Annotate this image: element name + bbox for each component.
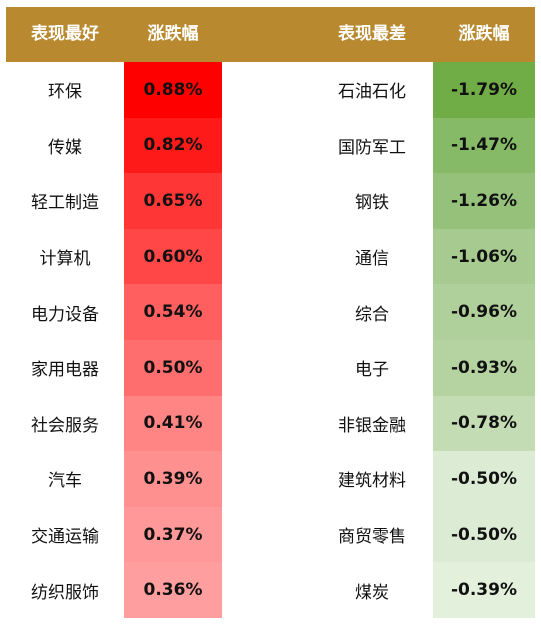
best-sector-change: 0.82% xyxy=(124,117,222,174)
worst-sector-change: -0.50% xyxy=(433,451,535,507)
best-sector-name: 计算机 xyxy=(39,249,91,270)
best-sector-name: 家用电器 xyxy=(31,360,99,381)
table-row: 纺织服饰 0.36% 煤炭 -0.39% xyxy=(0,562,541,618)
best-sector-change: 0.39% xyxy=(124,451,222,507)
worst-sector-change: -0.78% xyxy=(433,395,535,452)
worst-sector-name: 非银金融 xyxy=(338,415,406,436)
best-sector-change: 0.36% xyxy=(124,562,222,618)
table-row: 汽车 0.39% 建筑材料 -0.50% xyxy=(0,451,541,507)
best-sector-change: 0.54% xyxy=(124,284,222,340)
worst-sector-name: 通信 xyxy=(355,249,389,270)
table-body: 环保 0.88% 石油石化 -1.79% 传媒 0.82% 国防军工 -1.47% 轻工制造 0.… xyxy=(0,62,541,618)
worst-sector-name: 石油石化 xyxy=(338,82,406,103)
best-sector-name: 纺织服饰 xyxy=(31,582,99,603)
worst-sector-name: 电子 xyxy=(355,360,389,381)
table-row: 交通运输 0.37% 商贸零售 -0.50% xyxy=(0,506,541,563)
worst-change-header: 涨跌幅 xyxy=(458,24,510,44)
worst-sector-name: 商贸零售 xyxy=(338,527,406,548)
worst-sector-change: -1.26% xyxy=(433,173,535,229)
table-row: 环保 0.88% 石油石化 -1.79% xyxy=(0,62,541,118)
worst-sector-change: -0.39% xyxy=(433,562,535,618)
table-row: 电力设备 0.54% 综合 -0.96% xyxy=(0,284,541,340)
worst-sector-change: -0.50% xyxy=(433,506,535,563)
best-header: 表现最好 xyxy=(31,24,99,44)
best-sector-name: 环保 xyxy=(48,82,82,103)
best-sector-change: 0.37% xyxy=(124,506,222,563)
worst-sector-change: -1.47% xyxy=(433,117,535,174)
best-sector-name: 交通运输 xyxy=(31,527,99,548)
table-row: 社会服务 0.41% 非银金融 -0.78% xyxy=(0,395,541,452)
best-sector-change: 0.50% xyxy=(124,339,222,396)
worst-sector-change: -1.06% xyxy=(433,228,535,285)
table-header: 表现最好 涨跌幅 表现最差 涨跌幅 xyxy=(6,7,535,62)
best-sector-change: 0.65% xyxy=(124,173,222,229)
worst-sector-name: 煤炭 xyxy=(355,582,389,603)
table-row: 家用电器 0.50% 电子 -0.93% xyxy=(0,339,541,396)
worst-sector-name: 国防军工 xyxy=(338,137,406,158)
table-row: 计算机 0.60% 通信 -1.06% xyxy=(0,228,541,285)
table-row: 轻工制造 0.65% 钢铁 -1.26% xyxy=(0,173,541,229)
worst-sector-name: 钢铁 xyxy=(355,193,389,214)
best-sector-change: 0.60% xyxy=(124,228,222,285)
table-row: 传媒 0.82% 国防军工 -1.47% xyxy=(0,117,541,174)
best-sector-name: 传媒 xyxy=(48,137,82,158)
best-change-header: 涨跌幅 xyxy=(147,24,199,44)
worst-header: 表现最差 xyxy=(338,24,406,44)
best-sector-change: 0.41% xyxy=(124,395,222,452)
best-sector-change: 0.88% xyxy=(124,62,222,118)
worst-sector-change: -0.93% xyxy=(433,339,535,396)
worst-sector-change: -1.79% xyxy=(433,62,535,118)
worst-sector-name: 建筑材料 xyxy=(338,471,406,492)
best-sector-name: 轻工制造 xyxy=(31,193,99,214)
best-sector-name: 汽车 xyxy=(48,471,82,492)
worst-sector-change: -0.96% xyxy=(433,284,535,340)
best-sector-name: 电力设备 xyxy=(31,304,99,325)
best-sector-name: 社会服务 xyxy=(31,415,99,436)
worst-sector-name: 综合 xyxy=(355,304,389,325)
